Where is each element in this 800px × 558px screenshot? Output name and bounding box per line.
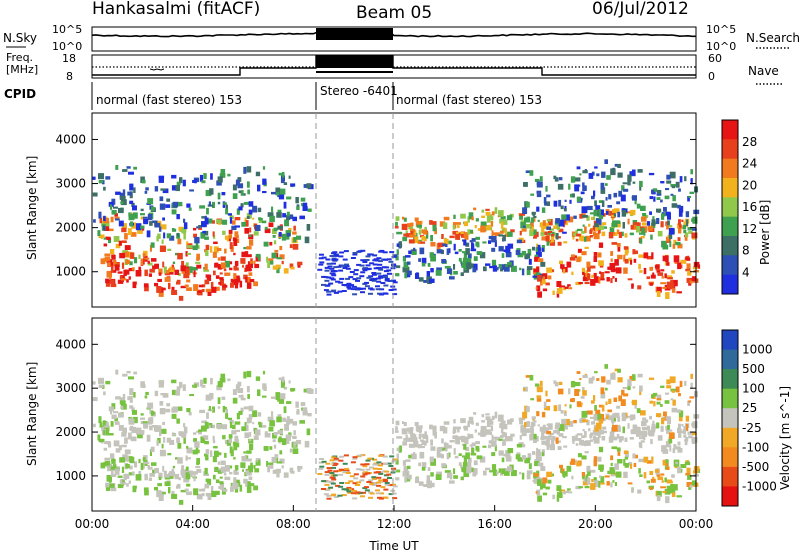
y-tick-label: 3000 [55, 381, 86, 395]
velocity-colorbar-tick: 1000 [742, 343, 773, 357]
y-tick-label: 4000 [55, 337, 86, 351]
freq-trace [92, 55, 696, 76]
station-title: Hankasalmi (fitACF) [92, 0, 260, 19]
velocity-colorbar-tick: -25 [742, 421, 762, 435]
x-tick-label: 08:00 [276, 517, 311, 531]
y-tick-label: 2000 [55, 221, 86, 235]
freq-scatter-marks [149, 68, 165, 71]
velocity-colorbar: 1000 500 100 25 -25 -100 -500 -1000 [721, 329, 777, 507]
noise-right-tick-top: 10^5 [706, 23, 736, 36]
velocity-colorbar-tick: -500 [742, 460, 769, 474]
x-tick-label: 16:00 [477, 517, 512, 531]
noise-left-tick-top: 10^5 [52, 23, 82, 36]
cpid-row: CPID normal (fast stereo) 153 Stereo -64… [4, 82, 542, 110]
power-y-ticks: 4000 3000 2000 1000 [55, 132, 696, 279]
velocity-colorbar-tick: 100 [742, 382, 765, 396]
velocity-frame [91, 317, 697, 512]
x-tick-label: 00:00 [75, 517, 110, 531]
x-tick-label: 20:00 [578, 517, 613, 531]
cpid-label: CPID [4, 87, 36, 101]
power-y-axis-label: Slant Range [km] [25, 156, 39, 260]
noise-stereo-block [316, 28, 393, 40]
noise-panel: N.Sky 10^5 10^0 10^5 10^0 N.Search [3, 23, 800, 53]
x-tick-label: 12:00 [377, 517, 412, 531]
nave-label: Nave [748, 64, 779, 78]
y-tick-label: 1000 [55, 469, 86, 483]
noise-right-tick-bottom: 10^0 [706, 40, 736, 53]
power-colorbar-label: Power [dB] [758, 200, 772, 265]
nave-tick-top: 60 [708, 52, 722, 65]
noise-left-tick-bottom: 10^0 [52, 40, 82, 53]
cpid-segment-1: normal (fast stereo) 153 [96, 93, 242, 107]
x-tick-label: 04:00 [175, 517, 210, 531]
velocity-y-ticks: 4000 3000 2000 1000 [55, 337, 696, 483]
x-tick-label: 00:00 [679, 517, 714, 531]
velocity-colorbar-tick: 25 [742, 401, 757, 415]
y-tick-label: 4000 [55, 132, 86, 146]
velocity-colorbar-tick: 500 [742, 362, 765, 376]
power-colorbar-tick: 24 [742, 157, 757, 171]
x-axis-label: Time UT [368, 539, 419, 553]
noise-sky-trace [91, 31, 696, 38]
cpid-segment-3: normal (fast stereo) 153 [396, 93, 542, 107]
power-colorbar-tick: 20 [742, 178, 757, 192]
velocity-colorbar-tick: -1000 [742, 479, 777, 493]
freq-stereo-block [316, 56, 393, 68]
noise-frame [91, 26, 697, 52]
freq-label-2: [MHz] [6, 63, 38, 76]
power-colorbar-tick: 28 [742, 135, 757, 149]
velocity-panel: 4000 3000 2000 1000 Slant Range [km] 1000 50… [25, 317, 792, 553]
x-axis-ticks: 00:00 04:00 08:00 12:00 16:00 20:00 00:00 [75, 505, 714, 531]
beam-title: Beam 05 [356, 3, 432, 23]
power-panel: 4000 3000 2000 1000 Slant Range [km] 28 24 20… [25, 112, 772, 308]
cpid-segment-2: Stereo -6401 [320, 84, 398, 98]
noise-right-label: N.Search [746, 31, 800, 45]
noise-left-label: N.Sky [3, 31, 37, 45]
freq-tick-top: 18 [62, 52, 76, 65]
y-tick-label: 3000 [55, 177, 86, 191]
date-title: 06/Jul/2012 [592, 0, 689, 19]
y-tick-label: 2000 [55, 425, 86, 439]
freq-tick-bottom: 8 [66, 70, 73, 83]
y-tick-label: 1000 [55, 265, 86, 279]
power-colorbar-tick: 12 [742, 222, 757, 236]
freq-panel: Freq. [MHz] 18 8 60 0 Nave [6, 51, 782, 85]
velocity-data-cells [92, 364, 701, 505]
power-colorbar-tick: 4 [742, 265, 750, 279]
nave-tick-bottom: 0 [708, 70, 715, 83]
power-colorbar-tick: 8 [742, 244, 750, 258]
power-colorbar: 28 24 20 16 12 8 4 [721, 119, 757, 295]
power-colorbar-tick: 16 [742, 200, 757, 214]
velocity-colorbar-tick: -100 [742, 440, 769, 454]
velocity-colorbar-label: Velocity [m s^-1] [778, 386, 792, 490]
power-frame [91, 112, 697, 308]
power-data-cells [92, 159, 701, 301]
velocity-y-axis-label: Slant Range [km] [25, 362, 39, 466]
freq-label-1: Freq. [6, 51, 33, 64]
